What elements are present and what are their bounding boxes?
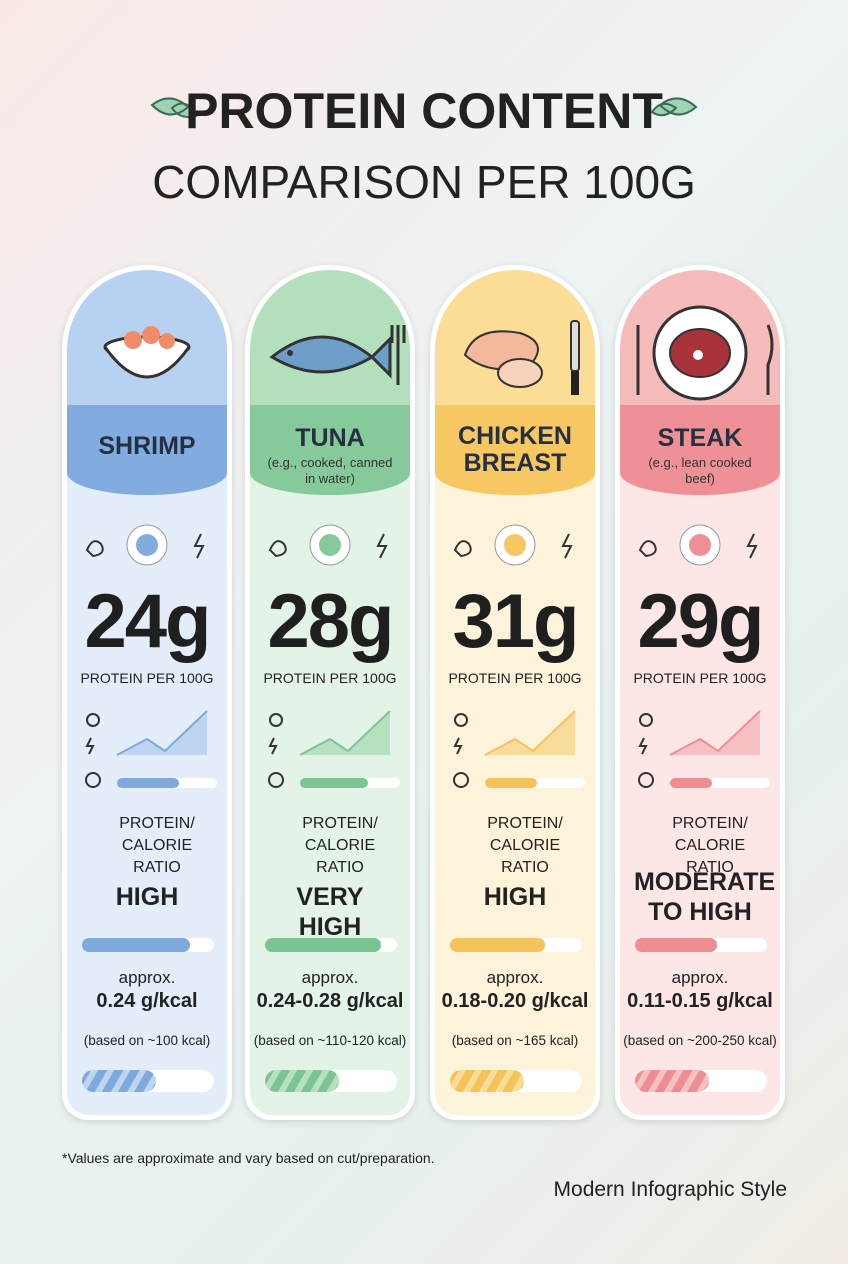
ratio-bar bbox=[265, 938, 397, 952]
icon-row bbox=[435, 520, 595, 570]
bottom-bar bbox=[265, 1070, 397, 1092]
bottom-bar-fill bbox=[635, 1070, 709, 1092]
approx: approx. bbox=[118, 968, 176, 987]
footnote: *Values are approximate and vary based o… bbox=[62, 1150, 435, 1166]
leaf-icon bbox=[150, 97, 198, 118]
mini-chart-graphic bbox=[638, 710, 770, 788]
icon-row-graphic bbox=[85, 524, 205, 566]
basis: (based on ~100 kcal) bbox=[83, 1033, 211, 1048]
ratio-value: 0.11-0.15 g/kcal bbox=[627, 990, 773, 1012]
card-note: (e.g., lean cooked beef) bbox=[648, 455, 752, 486]
basis: (based on ~110-120 kcal) bbox=[253, 1033, 407, 1048]
bottom-bar bbox=[635, 1070, 767, 1092]
card: STEAK (e.g., lean cooked beef) 29g PROTEIN … bbox=[615, 265, 785, 1120]
card: CHICKEN BREAST 31g PROTEIN PER 100G PROTEIN… bbox=[430, 265, 600, 1120]
mini-chart-graphic bbox=[85, 710, 217, 788]
food-illustration bbox=[103, 326, 191, 379]
approx: approx. bbox=[301, 968, 359, 987]
food-icon bbox=[620, 285, 780, 405]
protein-label: PROTEIN PER 100G bbox=[448, 670, 582, 686]
title: PROTEIN CONTENT bbox=[185, 83, 663, 139]
mini-chart bbox=[77, 700, 227, 790]
food-illustration bbox=[636, 305, 774, 401]
leaf-icon bbox=[650, 97, 698, 117]
ratio-bar bbox=[450, 938, 582, 952]
card-inner: STEAK (e.g., lean cooked beef) 29g PROTEIN … bbox=[620, 270, 780, 1115]
header-band: CHICKEN BREAST bbox=[435, 405, 595, 495]
subtitle: COMPARISON PER 100G bbox=[152, 156, 696, 208]
card-name: STEAK bbox=[657, 424, 743, 452]
mini-chart bbox=[445, 700, 595, 790]
style-label: Modern Infographic Style bbox=[553, 1178, 787, 1201]
card-name: CHICKEN BREAST bbox=[458, 422, 572, 477]
mini-chart-graphic bbox=[453, 710, 585, 788]
mini-chart bbox=[630, 700, 780, 790]
approx: approx. bbox=[671, 968, 729, 987]
ratio-bar-fill bbox=[635, 938, 717, 952]
card-note: (e.g., cooked, canned in water) bbox=[267, 455, 393, 486]
card-name: SHRIMP bbox=[98, 432, 196, 460]
ratio-value: 0.18-0.20 g/kcal bbox=[441, 990, 589, 1012]
ratio-value: 0.24 g/kcal bbox=[96, 990, 198, 1012]
ratio-label: PROTEIN/ CALORIE RATIO bbox=[487, 815, 563, 876]
ratio-bar-fill bbox=[450, 938, 546, 952]
ratio-label: PROTEIN/ CALORIE RATIO bbox=[119, 815, 195, 876]
protein-value: 31g bbox=[452, 579, 580, 664]
icon-row-graphic bbox=[638, 524, 758, 566]
icon-row bbox=[67, 520, 227, 570]
header-band: STEAK (e.g., lean cooked beef) bbox=[620, 405, 780, 495]
mini-chart-graphic bbox=[268, 710, 400, 788]
food-illustration bbox=[269, 325, 406, 385]
protein-value: 29g bbox=[637, 579, 765, 664]
protein-label: PROTEIN PER 100G bbox=[80, 670, 214, 686]
card: SHRIMP 24g PROTEIN PER 100G PROTEIN/ CALORI… bbox=[62, 265, 232, 1120]
protein-label: PROTEIN PER 100G bbox=[263, 670, 397, 686]
bottom-bar-fill bbox=[265, 1070, 339, 1092]
decor bbox=[150, 97, 698, 118]
icon-row bbox=[620, 520, 780, 570]
food-illustration bbox=[463, 320, 580, 395]
bottom-bar-fill bbox=[450, 1070, 524, 1092]
icon-row-graphic bbox=[268, 524, 388, 566]
rating: MODERATE TO HIGH bbox=[634, 868, 776, 926]
protein-label: PROTEIN PER 100G bbox=[633, 670, 767, 686]
ratio-label: PROTEIN/ CALORIE RATIO bbox=[302, 815, 378, 876]
food-icon bbox=[67, 285, 227, 405]
ratio-bar-fill bbox=[265, 938, 382, 952]
rating: VERY HIGH bbox=[296, 883, 364, 941]
icon-row bbox=[250, 520, 410, 570]
protein-value: 24g bbox=[84, 579, 212, 664]
rating: HIGH bbox=[115, 883, 179, 911]
icon-row-graphic bbox=[453, 524, 573, 566]
food-icon bbox=[250, 285, 410, 405]
ratio-bar-fill bbox=[82, 938, 191, 952]
basis: (based on ~165 kcal) bbox=[451, 1033, 579, 1048]
header-band: SHRIMP bbox=[67, 405, 227, 495]
bottom-bar bbox=[82, 1070, 214, 1092]
ratio-value: 0.24-0.28 g/kcal bbox=[256, 990, 404, 1012]
ratio-bar bbox=[82, 938, 214, 952]
card: TUNA (e.g., cooked, canned in water) 28g PR… bbox=[245, 265, 415, 1120]
basis: (based on ~200-250 kcal) bbox=[623, 1033, 777, 1048]
protein-value: 28g bbox=[267, 579, 395, 664]
header-band: TUNA (e.g., cooked, canned in water) bbox=[250, 405, 410, 495]
approx: approx. bbox=[486, 968, 544, 987]
ratio-label: PROTEIN/ CALORIE RATIO bbox=[672, 815, 748, 876]
card-inner: SHRIMP 24g PROTEIN PER 100G PROTEIN/ CALORI… bbox=[67, 270, 227, 1115]
bottom-bar bbox=[450, 1070, 582, 1092]
rating: HIGH bbox=[483, 883, 547, 911]
card-inner: TUNA (e.g., cooked, canned in water) 28g PR… bbox=[250, 270, 410, 1115]
card-name: TUNA bbox=[295, 424, 365, 452]
mini-chart bbox=[260, 700, 410, 790]
ratio-bar bbox=[635, 938, 767, 952]
bottom-bar-fill bbox=[82, 1070, 156, 1092]
card-inner: CHICKEN BREAST 31g PROTEIN PER 100G PROTEIN… bbox=[435, 270, 595, 1115]
food-icon bbox=[435, 285, 595, 405]
